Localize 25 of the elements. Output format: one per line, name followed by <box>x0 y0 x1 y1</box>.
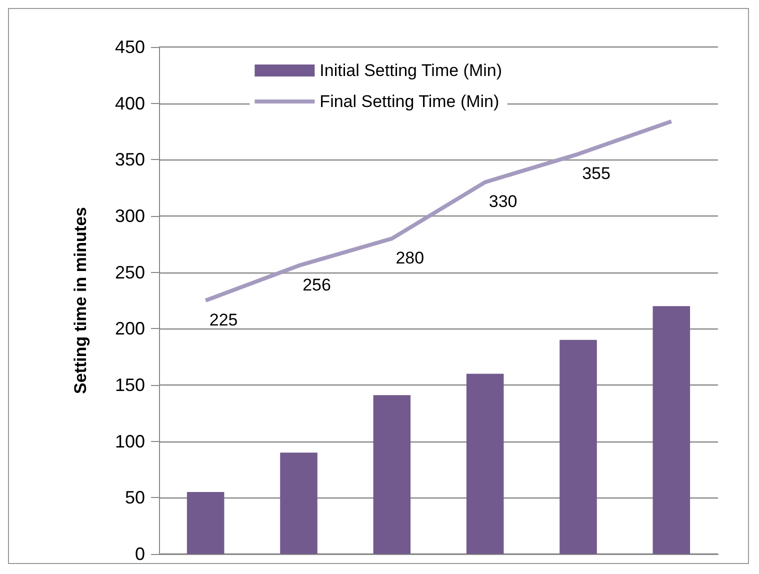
bar <box>466 374 504 554</box>
y-tick-label: 100 <box>114 431 145 452</box>
y-tick-label: 150 <box>114 375 145 395</box>
bar <box>280 452 318 554</box>
line-series <box>204 119 674 302</box>
y-tick-label: 0 <box>134 544 145 564</box>
y-tick-label: 350 <box>114 150 145 170</box>
y-tick-label: 50 <box>124 488 145 508</box>
y-tick-label: 250 <box>114 262 145 282</box>
data-label: 256 <box>302 276 331 295</box>
bar <box>652 306 690 554</box>
data-label: 355 <box>582 164 610 184</box>
bar <box>373 395 411 554</box>
legend-label: Initial Setting Time (Min) <box>320 61 502 80</box>
legend-label: Final Setting Time (Min) <box>320 92 500 111</box>
bar <box>186 492 224 554</box>
data-label: 330 <box>488 192 518 212</box>
y-tick-label: 450 <box>114 37 145 57</box>
data-label: 225 <box>209 310 238 330</box>
bar <box>560 340 597 554</box>
y-tick-label: 300 <box>114 206 145 226</box>
y-tick-label: 400 <box>114 93 145 114</box>
data-label: 280 <box>396 248 424 268</box>
y-tick-label: 200 <box>114 318 145 339</box>
y-axis-title: Setting time in minutes <box>71 206 90 394</box>
